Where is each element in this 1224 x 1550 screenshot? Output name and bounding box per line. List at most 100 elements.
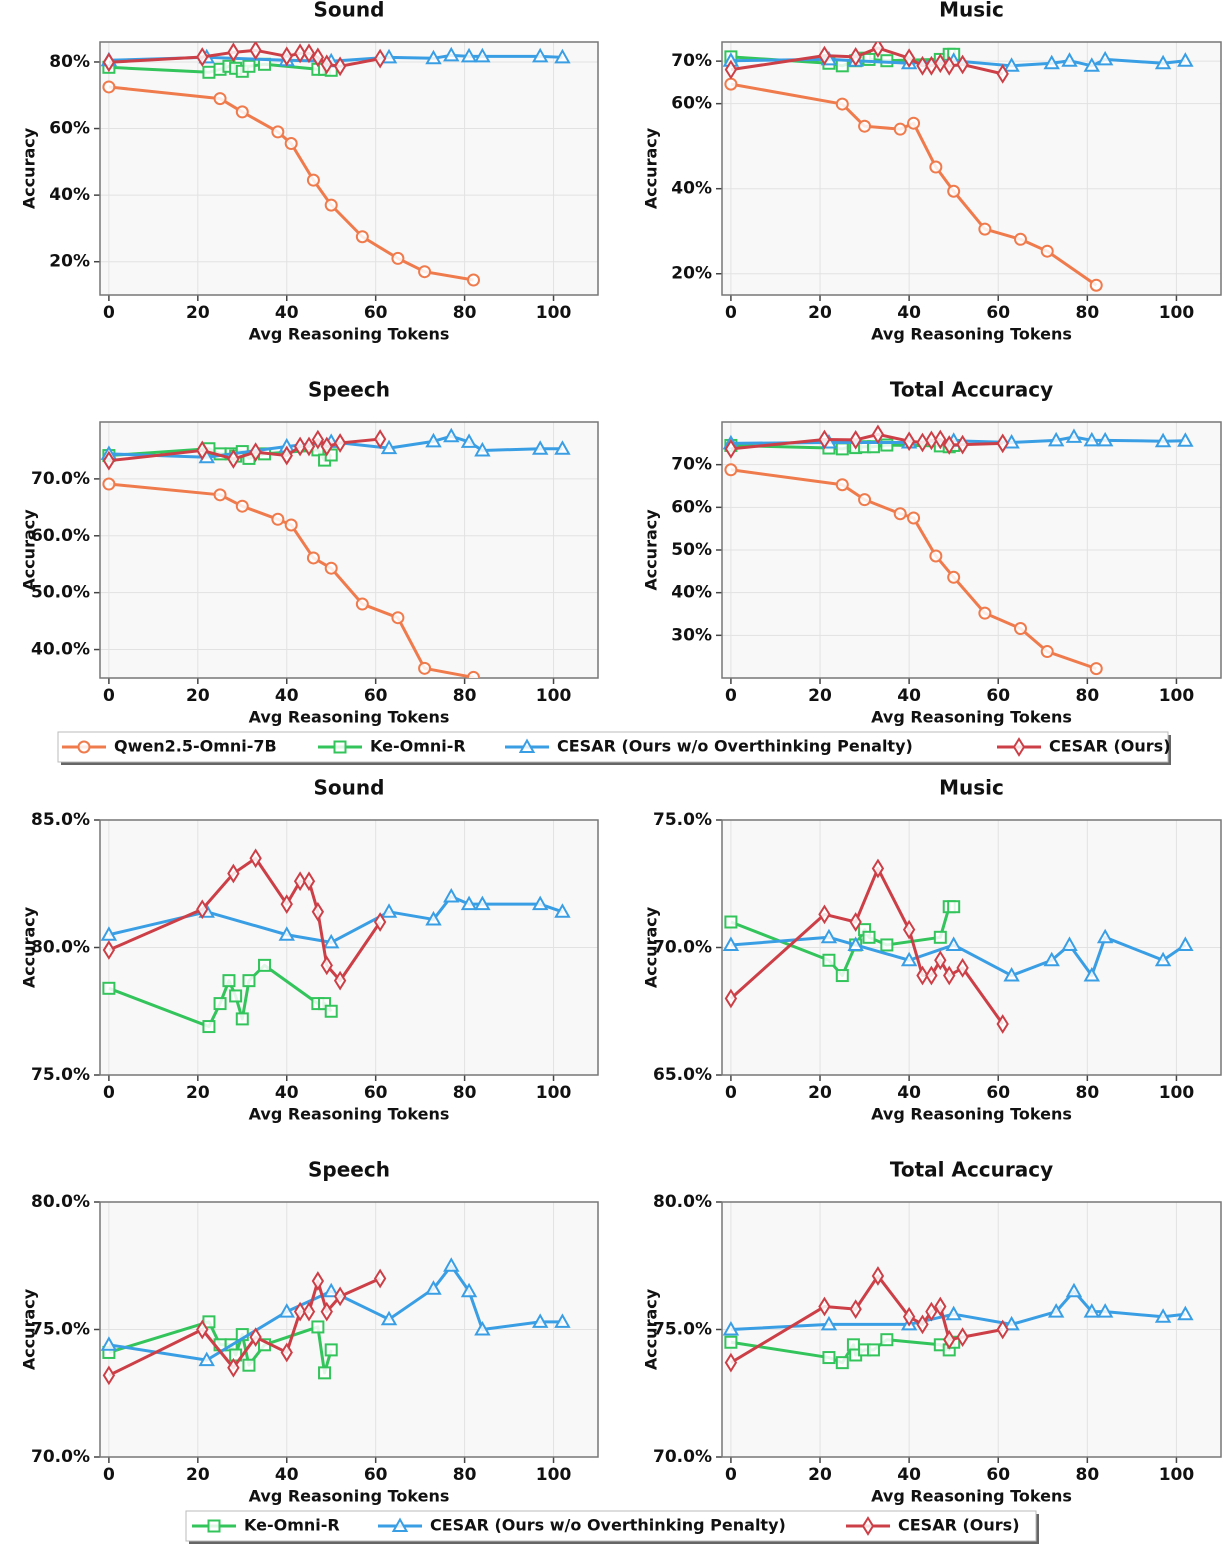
marker (249, 1327, 262, 1348)
legend-label: CESAR (Ours) (1049, 737, 1171, 756)
marker (934, 53, 947, 74)
series-layer (100, 42, 571, 287)
legend-label: CESAR (Ours w/o Overthinking Penalty) (557, 737, 913, 756)
marker (1047, 1303, 1065, 1318)
marker (1043, 54, 1060, 70)
chart-title: Sound (314, 776, 385, 800)
marker (996, 433, 1009, 454)
marker (302, 1301, 316, 1322)
marker (1003, 967, 1020, 982)
marker (902, 919, 916, 940)
marker (902, 1306, 916, 1327)
marker (902, 431, 916, 452)
marker (916, 1314, 929, 1335)
x-tick-label: 60 (986, 1465, 1010, 1485)
marker (956, 434, 969, 455)
marker (934, 950, 947, 971)
x-tick-label: 40 (275, 1083, 299, 1103)
marker (1154, 432, 1172, 448)
marker (320, 54, 333, 75)
series-layer (722, 424, 1194, 676)
x-tick-label: 60 (364, 1465, 388, 1485)
x-tick-label: 0 (725, 1083, 737, 1103)
marker (900, 951, 918, 967)
marker (391, 1517, 409, 1532)
marker (820, 1315, 838, 1331)
marker (835, 97, 849, 111)
marker (1065, 1282, 1083, 1298)
plot-frame (721, 41, 1222, 296)
y-axis-label: Accuracy (642, 509, 661, 591)
marker (724, 1352, 738, 1373)
marker (722, 1320, 740, 1336)
marker (302, 871, 316, 892)
x-tick-label: 100 (536, 686, 572, 706)
marker (373, 48, 387, 69)
marker (320, 436, 333, 457)
marker (531, 440, 549, 455)
series-layer (100, 848, 571, 1034)
legend-label: Ke-Omni-R (370, 737, 466, 756)
x-tick-label: 60 (364, 1083, 388, 1103)
x-tick-label: 40 (897, 686, 921, 706)
marker (311, 429, 325, 450)
y-tick-label: 70.0% (31, 1447, 90, 1467)
marker (554, 1313, 571, 1328)
marker (324, 1343, 338, 1357)
marker (324, 1004, 338, 1018)
marker (235, 499, 249, 513)
marker (333, 56, 347, 77)
marker (945, 1305, 962, 1321)
marker (323, 933, 340, 949)
marker (102, 450, 116, 471)
y-tick-label: 60.0% (31, 526, 90, 546)
marker (933, 930, 947, 944)
marker (102, 477, 116, 491)
marker (320, 1301, 333, 1322)
marker (947, 900, 961, 914)
marker (934, 1296, 947, 1317)
marker (835, 59, 849, 73)
y-axis-label: Accuracy (20, 1288, 39, 1370)
marker (880, 938, 894, 952)
marker (1096, 431, 1114, 447)
x-tick-label: 80 (1076, 1083, 1100, 1103)
marker (373, 1268, 387, 1289)
marker (196, 440, 209, 461)
x-tick-label: 100 (1159, 1083, 1195, 1103)
x-tick-label: 20 (186, 1465, 210, 1485)
marker (355, 597, 369, 611)
marker (822, 1351, 836, 1365)
marker (820, 928, 838, 944)
x-tick-label: 20 (808, 686, 832, 706)
x-tick-label: 80 (453, 686, 477, 706)
marker (418, 661, 432, 675)
marker (443, 427, 460, 443)
marker (1061, 52, 1078, 67)
marker (1083, 1303, 1101, 1318)
x-tick-label: 80 (1076, 686, 1100, 706)
marker (333, 1286, 347, 1307)
y-tick-label: 30% (671, 625, 712, 645)
marker (956, 54, 969, 75)
marker (293, 871, 307, 892)
y-tick-label: 65.0% (653, 1065, 712, 1085)
marker (861, 1516, 875, 1536)
marker (202, 1020, 216, 1034)
x-tick-label: 0 (725, 686, 737, 706)
marker (1003, 1315, 1020, 1331)
y-tick-label: 60% (671, 497, 712, 517)
x-tick-label: 0 (725, 303, 737, 323)
legend-label: CESAR (Ours w/o Overthinking Penalty) (430, 1516, 786, 1535)
marker (213, 92, 227, 106)
marker (818, 429, 831, 450)
marker (227, 42, 240, 63)
y-tick-label: 40% (49, 185, 90, 205)
series-layer (722, 1266, 1194, 1373)
marker (311, 1271, 325, 1291)
y-tick-label: 75.0% (31, 1065, 90, 1085)
marker (318, 1366, 332, 1380)
marker (822, 953, 836, 967)
marker (271, 125, 285, 139)
